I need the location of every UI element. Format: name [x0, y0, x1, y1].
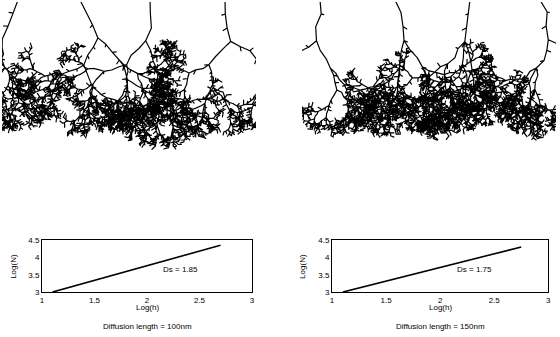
svg-text:1.5: 1.5	[89, 296, 101, 305]
svg-text:4.5: 4.5	[28, 236, 40, 245]
svg-text:Log(N): Log(N)	[9, 254, 18, 279]
svg-text:2.5: 2.5	[489, 296, 501, 305]
svg-text:1: 1	[40, 296, 45, 305]
svg-text:3.5: 3.5	[318, 271, 330, 280]
svg-text:Diffusion length = 150nm: Diffusion length = 150nm	[396, 322, 485, 331]
svg-text:Log(h): Log(h)	[429, 303, 452, 312]
svg-text:3: 3	[546, 296, 551, 305]
svg-text:1.5: 1.5	[381, 296, 393, 305]
svg-text:2: 2	[438, 296, 443, 305]
svg-text:4: 4	[35, 253, 40, 262]
svg-text:3: 3	[35, 288, 40, 297]
svg-text:1: 1	[330, 296, 335, 305]
svg-text:Log(h): Log(h)	[136, 303, 159, 312]
svg-text:2: 2	[145, 296, 150, 305]
svg-text:Diffusion length = 100nm: Diffusion length = 100nm	[103, 322, 192, 331]
svg-text:Ds = 1.75: Ds = 1.75	[457, 265, 492, 274]
svg-text:3.5: 3.5	[28, 271, 40, 280]
svg-text:Log(N): Log(N)	[298, 254, 307, 279]
svg-text:4: 4	[325, 253, 330, 262]
svg-text:3: 3	[325, 288, 330, 297]
svg-text:Ds = 1.85: Ds = 1.85	[163, 265, 198, 274]
svg-text:4.5: 4.5	[318, 236, 330, 245]
svg-text:2.5: 2.5	[194, 296, 206, 305]
svg-text:3: 3	[250, 296, 255, 305]
